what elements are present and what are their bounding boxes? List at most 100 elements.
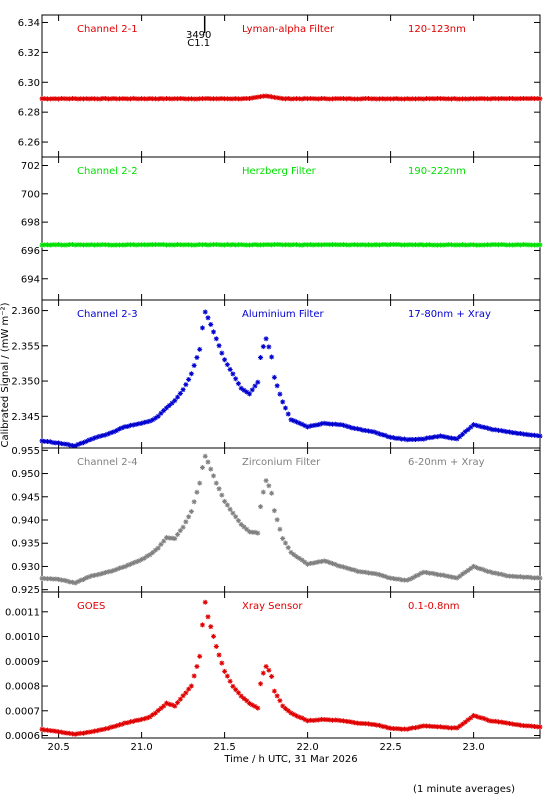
- data-point: [352, 425, 358, 431]
- event-marker-label-bottom: C1.1: [187, 38, 210, 49]
- data-point: [230, 96, 236, 102]
- data-point: [211, 633, 217, 639]
- footnote: (1 minute averages): [413, 784, 515, 795]
- band-label: 6-20nm + Xray: [408, 457, 485, 468]
- data-point: [379, 96, 385, 102]
- filter-name: Lyman-alpha Filter: [242, 24, 335, 35]
- data-point: [233, 376, 239, 382]
- data-point: [155, 242, 161, 248]
- data-point: [473, 242, 479, 248]
- data-point: [252, 95, 258, 101]
- data-point: [241, 524, 247, 530]
- data-point: [133, 421, 139, 427]
- data-point: [116, 565, 122, 571]
- data-point: [479, 95, 485, 101]
- y-tick-label: 0.940: [11, 516, 40, 527]
- data-point: [399, 577, 405, 583]
- data-point: [523, 723, 529, 729]
- data-point: [238, 385, 244, 391]
- data-point: [100, 242, 106, 248]
- data-point: [45, 576, 51, 582]
- data-point: [316, 96, 322, 102]
- data-point: [208, 242, 214, 248]
- data-point: [260, 242, 266, 248]
- data-point: [61, 441, 67, 447]
- data-point: [321, 242, 327, 248]
- data-point: [252, 383, 258, 389]
- data-point: [97, 242, 103, 248]
- data-point: [457, 573, 463, 579]
- data-point: [354, 426, 360, 432]
- data-point: [175, 394, 181, 400]
- data-point: [324, 96, 330, 102]
- data-point: [72, 731, 78, 737]
- y-tick-label: 6.28: [18, 108, 40, 119]
- data-point: [169, 400, 175, 406]
- data-point: [147, 552, 153, 558]
- y-tick-label: 0.0010: [5, 632, 40, 643]
- y-tick-label: 2.345: [11, 412, 40, 423]
- data-point: [53, 440, 59, 446]
- data-point: [324, 242, 330, 248]
- data-point: [307, 95, 313, 101]
- data-point: [141, 242, 147, 248]
- data-point: [202, 599, 208, 605]
- panel-frame: [41, 591, 541, 739]
- data-point: [529, 723, 535, 729]
- data-point: [518, 431, 524, 437]
- data-point: [432, 434, 438, 440]
- data-point: [282, 242, 288, 248]
- data-point: [465, 242, 471, 248]
- data-point: [161, 408, 167, 414]
- data-point: [379, 723, 385, 729]
- data-point: [537, 575, 543, 581]
- data-point: [390, 726, 396, 732]
- data-point: [78, 96, 84, 102]
- data-point: [282, 405, 288, 411]
- data-point: [335, 242, 341, 248]
- data-point: [241, 696, 247, 702]
- data-point: [271, 94, 277, 100]
- data-point: [180, 693, 186, 699]
- data-point: [330, 717, 335, 723]
- data-point: [105, 569, 111, 575]
- data-point: [227, 96, 233, 102]
- data-point: [377, 431, 383, 437]
- data-point: [396, 576, 402, 582]
- data-point: [227, 678, 233, 684]
- data-point: [507, 95, 513, 101]
- y-tick-label: 6.32: [18, 48, 40, 59]
- series-3-points: [39, 309, 543, 449]
- data-point: [58, 95, 64, 101]
- data-point: [75, 579, 81, 585]
- data-point: [330, 242, 335, 248]
- data-point: [274, 693, 280, 699]
- data-point: [321, 420, 327, 426]
- data-point: [377, 722, 383, 728]
- data-point: [116, 722, 122, 728]
- y-tick-label: 700: [21, 189, 40, 200]
- data-point: [103, 95, 109, 101]
- data-point: [382, 96, 388, 102]
- y-tick-label: 0.0008: [5, 682, 40, 693]
- data-point: [199, 622, 205, 628]
- data-point: [175, 532, 181, 538]
- data-point: [191, 242, 197, 248]
- data-point: [128, 422, 134, 428]
- data-point: [277, 526, 283, 532]
- data-point: [247, 391, 252, 397]
- data-point: [404, 96, 410, 102]
- data-point: [418, 723, 424, 729]
- data-point: [531, 723, 537, 729]
- data-point: [515, 574, 521, 580]
- data-point: [222, 498, 228, 504]
- y-tick-label: 696: [21, 246, 40, 257]
- data-point: [211, 329, 217, 335]
- data-point: [465, 96, 471, 102]
- data-point: [125, 562, 131, 568]
- data-point: [188, 96, 194, 102]
- data-point: [42, 242, 48, 248]
- data-point: [227, 506, 233, 512]
- data-point: [81, 730, 86, 736]
- data-point: [471, 563, 477, 569]
